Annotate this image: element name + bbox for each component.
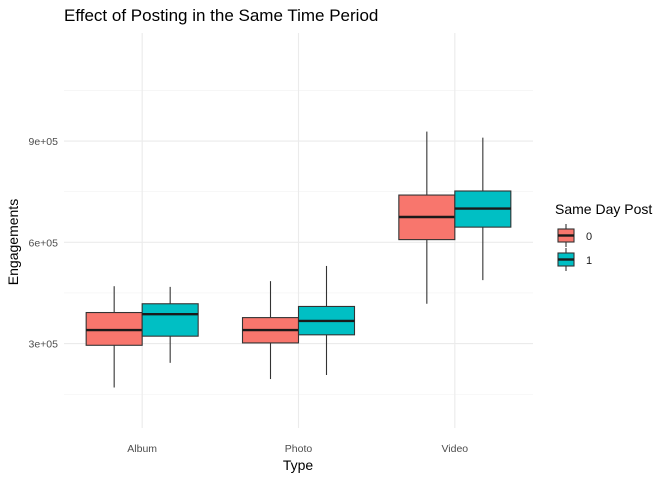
y-axis-ticks: 3e+05 6e+05 9e+05 <box>29 136 59 351</box>
legend: Same Day Post 0 1 <box>555 201 652 271</box>
box-photo-0 <box>241 281 300 380</box>
box-video-1 <box>454 137 512 281</box>
legend-item-0: 0 <box>557 224 592 247</box>
y-tick-label: 9e+05 <box>29 136 59 148</box>
x-tick-label: Video <box>441 443 468 455</box>
y-tick-label: 6e+05 <box>29 237 59 249</box>
y-tick-label: 3e+05 <box>29 339 59 351</box>
x-tick-label: Photo <box>285 443 313 455</box>
legend-label: 0 <box>586 231 592 243</box>
grid-lines <box>64 33 533 428</box>
y-axis-title: Engagements <box>5 199 21 285</box>
x-tick-label: Album <box>127 443 157 455</box>
chart-title: Effect of Posting in the Same Time Perio… <box>64 6 378 25</box>
box-album-0 <box>85 286 143 388</box>
x-axis-ticks: Album Photo Video <box>127 443 468 455</box>
box-plots <box>85 131 512 388</box>
x-axis-title: Type <box>283 457 314 473</box>
legend-label: 1 <box>586 255 592 267</box>
box-body <box>141 303 199 337</box>
box-album-1 <box>141 286 199 363</box>
legend-title: Same Day Post <box>555 201 652 217</box>
box-video-0 <box>398 131 456 304</box>
legend-item-1: 1 <box>557 248 592 271</box>
box-photo-1 <box>297 265 356 375</box>
